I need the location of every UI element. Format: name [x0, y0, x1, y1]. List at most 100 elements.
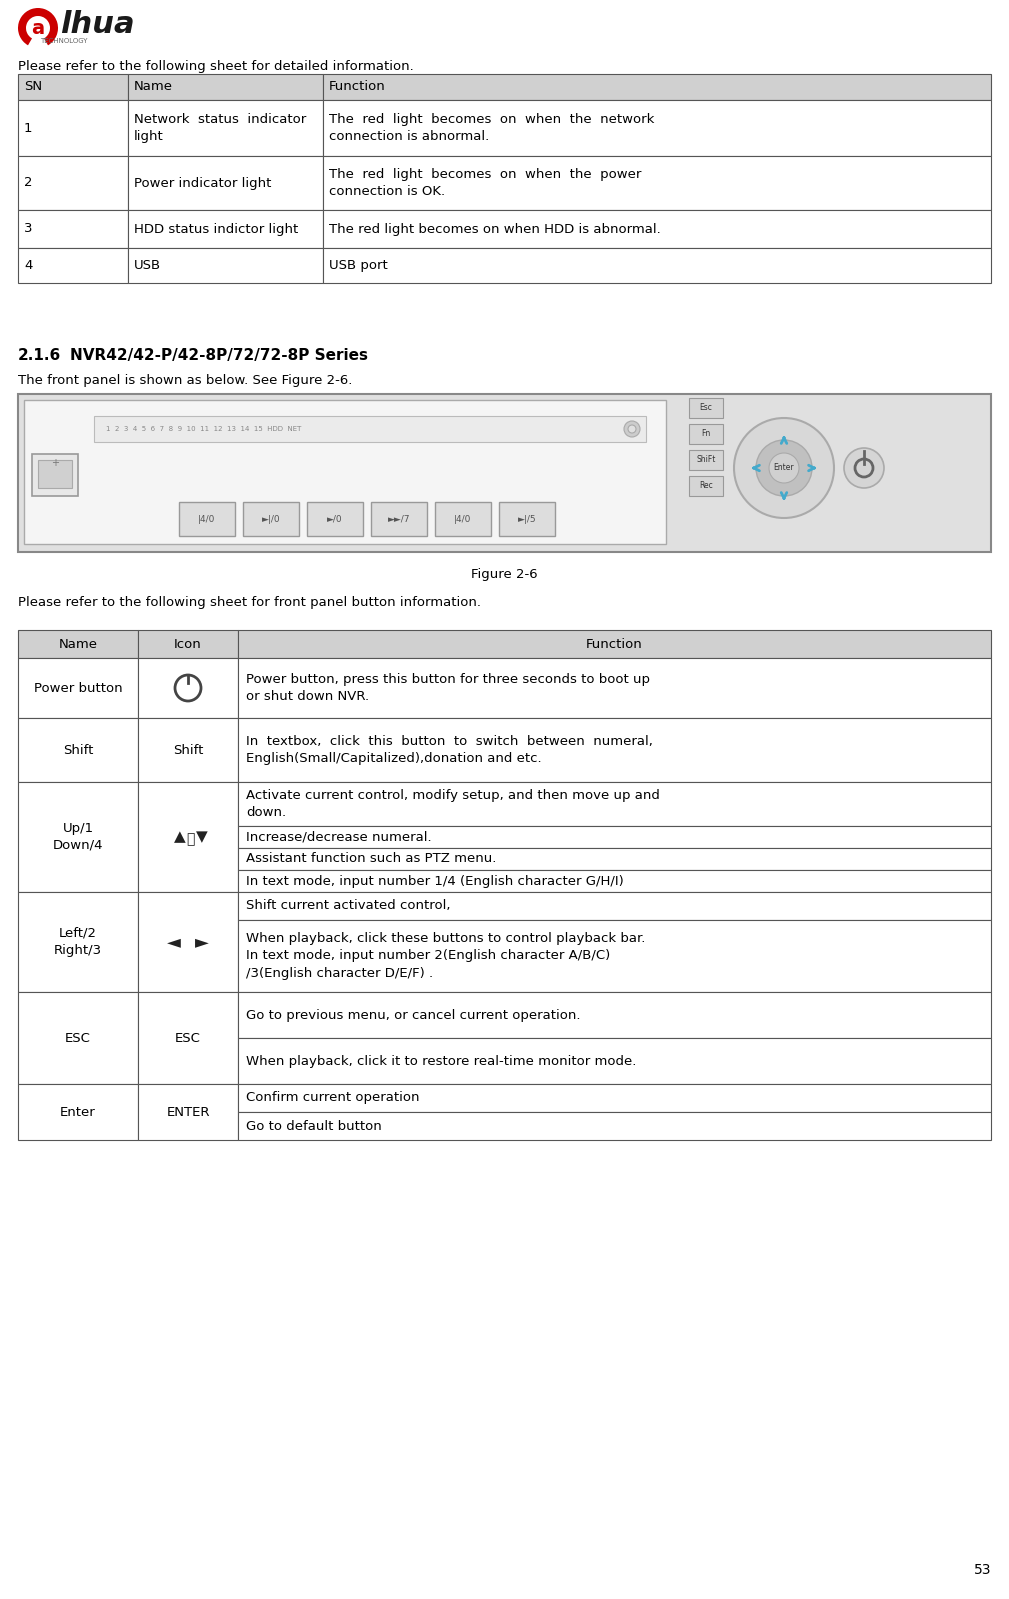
- Text: Power indicator light: Power indicator light: [134, 176, 271, 190]
- Bar: [435, 502, 491, 536]
- Circle shape: [624, 421, 640, 437]
- Bar: [238, 782, 991, 827]
- Bar: [94, 416, 646, 441]
- Text: The front panel is shown as below. See Figure 2-6.: The front panel is shown as below. See F…: [18, 374, 352, 387]
- Text: Function: Function: [586, 638, 643, 651]
- Text: Icon: Icon: [175, 638, 202, 651]
- Text: The red light becomes on when HDD is abnormal.: The red light becomes on when HDD is abn…: [329, 222, 661, 235]
- Bar: [128, 74, 323, 101]
- Bar: [323, 209, 991, 248]
- Bar: [24, 400, 666, 544]
- Bar: [18, 659, 138, 718]
- Text: |4/0: |4/0: [199, 515, 216, 523]
- Text: Go to previous menu, or cancel current operation.: Go to previous menu, or cancel current o…: [246, 1009, 580, 1022]
- Bar: [32, 454, 78, 496]
- Bar: [243, 502, 299, 536]
- Bar: [18, 1084, 138, 1140]
- Text: Function: Function: [329, 80, 385, 93]
- Bar: [238, 847, 991, 870]
- Bar: [18, 630, 138, 659]
- Circle shape: [756, 440, 812, 496]
- Bar: [689, 398, 723, 417]
- Bar: [18, 248, 128, 283]
- Text: When playback, click it to restore real-time monitor mode.: When playback, click it to restore real-…: [246, 1054, 637, 1068]
- Bar: [18, 74, 128, 101]
- Text: 1  2  3  4  5  6  7  8  9  10  11  12  13  14  15  HDD  NET: 1 2 3 4 5 6 7 8 9 10 11 12 13 14 15 HDD …: [106, 425, 302, 432]
- Text: Confirm current operation: Confirm current operation: [246, 1092, 420, 1105]
- Circle shape: [844, 448, 884, 488]
- Bar: [238, 827, 991, 847]
- Text: The  red  light  becomes  on  when  the  power
connection is OK.: The red light becomes on when the power …: [329, 168, 642, 198]
- Text: 1: 1: [24, 122, 32, 134]
- Bar: [138, 659, 238, 718]
- Bar: [323, 74, 991, 101]
- Text: Increase/decrease numeral.: Increase/decrease numeral.: [246, 830, 432, 844]
- Bar: [179, 502, 235, 536]
- Bar: [307, 502, 363, 536]
- Text: Shift: Shift: [173, 744, 203, 756]
- Bar: [499, 502, 555, 536]
- Bar: [238, 659, 991, 718]
- Text: In  textbox,  click  this  button  to  switch  between  numeral,
English(Small/C: In textbox, click this button to switch …: [246, 736, 653, 766]
- Text: ►|/5: ►|/5: [518, 515, 537, 523]
- Bar: [689, 477, 723, 496]
- Text: Power button, press this button for three seconds to boot up
or shut down NVR.: Power button, press this button for thre…: [246, 673, 650, 704]
- Text: 53: 53: [974, 1562, 991, 1577]
- Text: ESC: ESC: [65, 1031, 91, 1044]
- Text: +: +: [51, 457, 59, 469]
- Text: 4: 4: [24, 259, 32, 272]
- Text: USB port: USB port: [329, 259, 387, 272]
- Bar: [238, 718, 991, 782]
- Text: Please refer to the following sheet for detailed information.: Please refer to the following sheet for …: [18, 61, 414, 74]
- Bar: [138, 630, 238, 659]
- Bar: [128, 157, 323, 209]
- Text: Fn: Fn: [701, 430, 710, 438]
- Bar: [128, 209, 323, 248]
- Bar: [238, 991, 991, 1038]
- Bar: [18, 718, 138, 782]
- Bar: [138, 1084, 238, 1140]
- Text: 、: 、: [186, 831, 194, 846]
- Bar: [238, 870, 991, 892]
- Text: ▲: ▲: [175, 830, 186, 844]
- Text: Enter: Enter: [61, 1105, 96, 1118]
- Text: Name: Name: [134, 80, 173, 93]
- Bar: [128, 248, 323, 283]
- Text: a: a: [31, 19, 44, 37]
- Bar: [323, 157, 991, 209]
- Text: Figure 2-6: Figure 2-6: [471, 568, 538, 580]
- Text: Left/2
Right/3: Left/2 Right/3: [53, 927, 102, 956]
- Bar: [18, 157, 128, 209]
- Bar: [38, 461, 72, 488]
- Text: Shift: Shift: [63, 744, 93, 756]
- Text: USB: USB: [134, 259, 161, 272]
- Text: When playback, click these buttons to control playback bar.
In text mode, input : When playback, click these buttons to co…: [246, 932, 646, 980]
- Bar: [323, 101, 991, 157]
- Text: Up/1
Down/4: Up/1 Down/4: [52, 822, 103, 852]
- Bar: [18, 101, 128, 157]
- Text: Shift current activated control,: Shift current activated control,: [246, 900, 450, 913]
- Bar: [138, 892, 238, 991]
- Text: ►: ►: [195, 932, 209, 951]
- Bar: [371, 502, 427, 536]
- Text: Please refer to the following sheet for front panel button information.: Please refer to the following sheet for …: [18, 596, 481, 609]
- Text: In text mode, input number 1/4 (English character G/H/I): In text mode, input number 1/4 (English …: [246, 875, 624, 887]
- Wedge shape: [18, 8, 58, 45]
- Text: Activate current control, modify setup, and then move up and
down.: Activate current control, modify setup, …: [246, 788, 660, 819]
- Text: 2.1.6: 2.1.6: [18, 349, 62, 363]
- Text: The  red  light  becomes  on  when  the  network
connection is abnormal.: The red light becomes on when the networ…: [329, 114, 655, 142]
- Bar: [238, 1038, 991, 1084]
- Text: lhua: lhua: [60, 10, 134, 38]
- Text: ►|/0: ►|/0: [261, 515, 281, 523]
- Text: SN: SN: [24, 80, 42, 93]
- Bar: [18, 393, 991, 552]
- Text: Name: Name: [59, 638, 98, 651]
- Text: 3: 3: [24, 222, 32, 235]
- Text: Power button: Power button: [33, 681, 122, 694]
- Bar: [18, 782, 138, 892]
- Text: HDD status indictor light: HDD status indictor light: [134, 222, 299, 235]
- Text: ◄: ◄: [167, 932, 181, 951]
- Bar: [689, 424, 723, 445]
- Bar: [238, 1084, 991, 1111]
- Text: ►/0: ►/0: [327, 515, 343, 523]
